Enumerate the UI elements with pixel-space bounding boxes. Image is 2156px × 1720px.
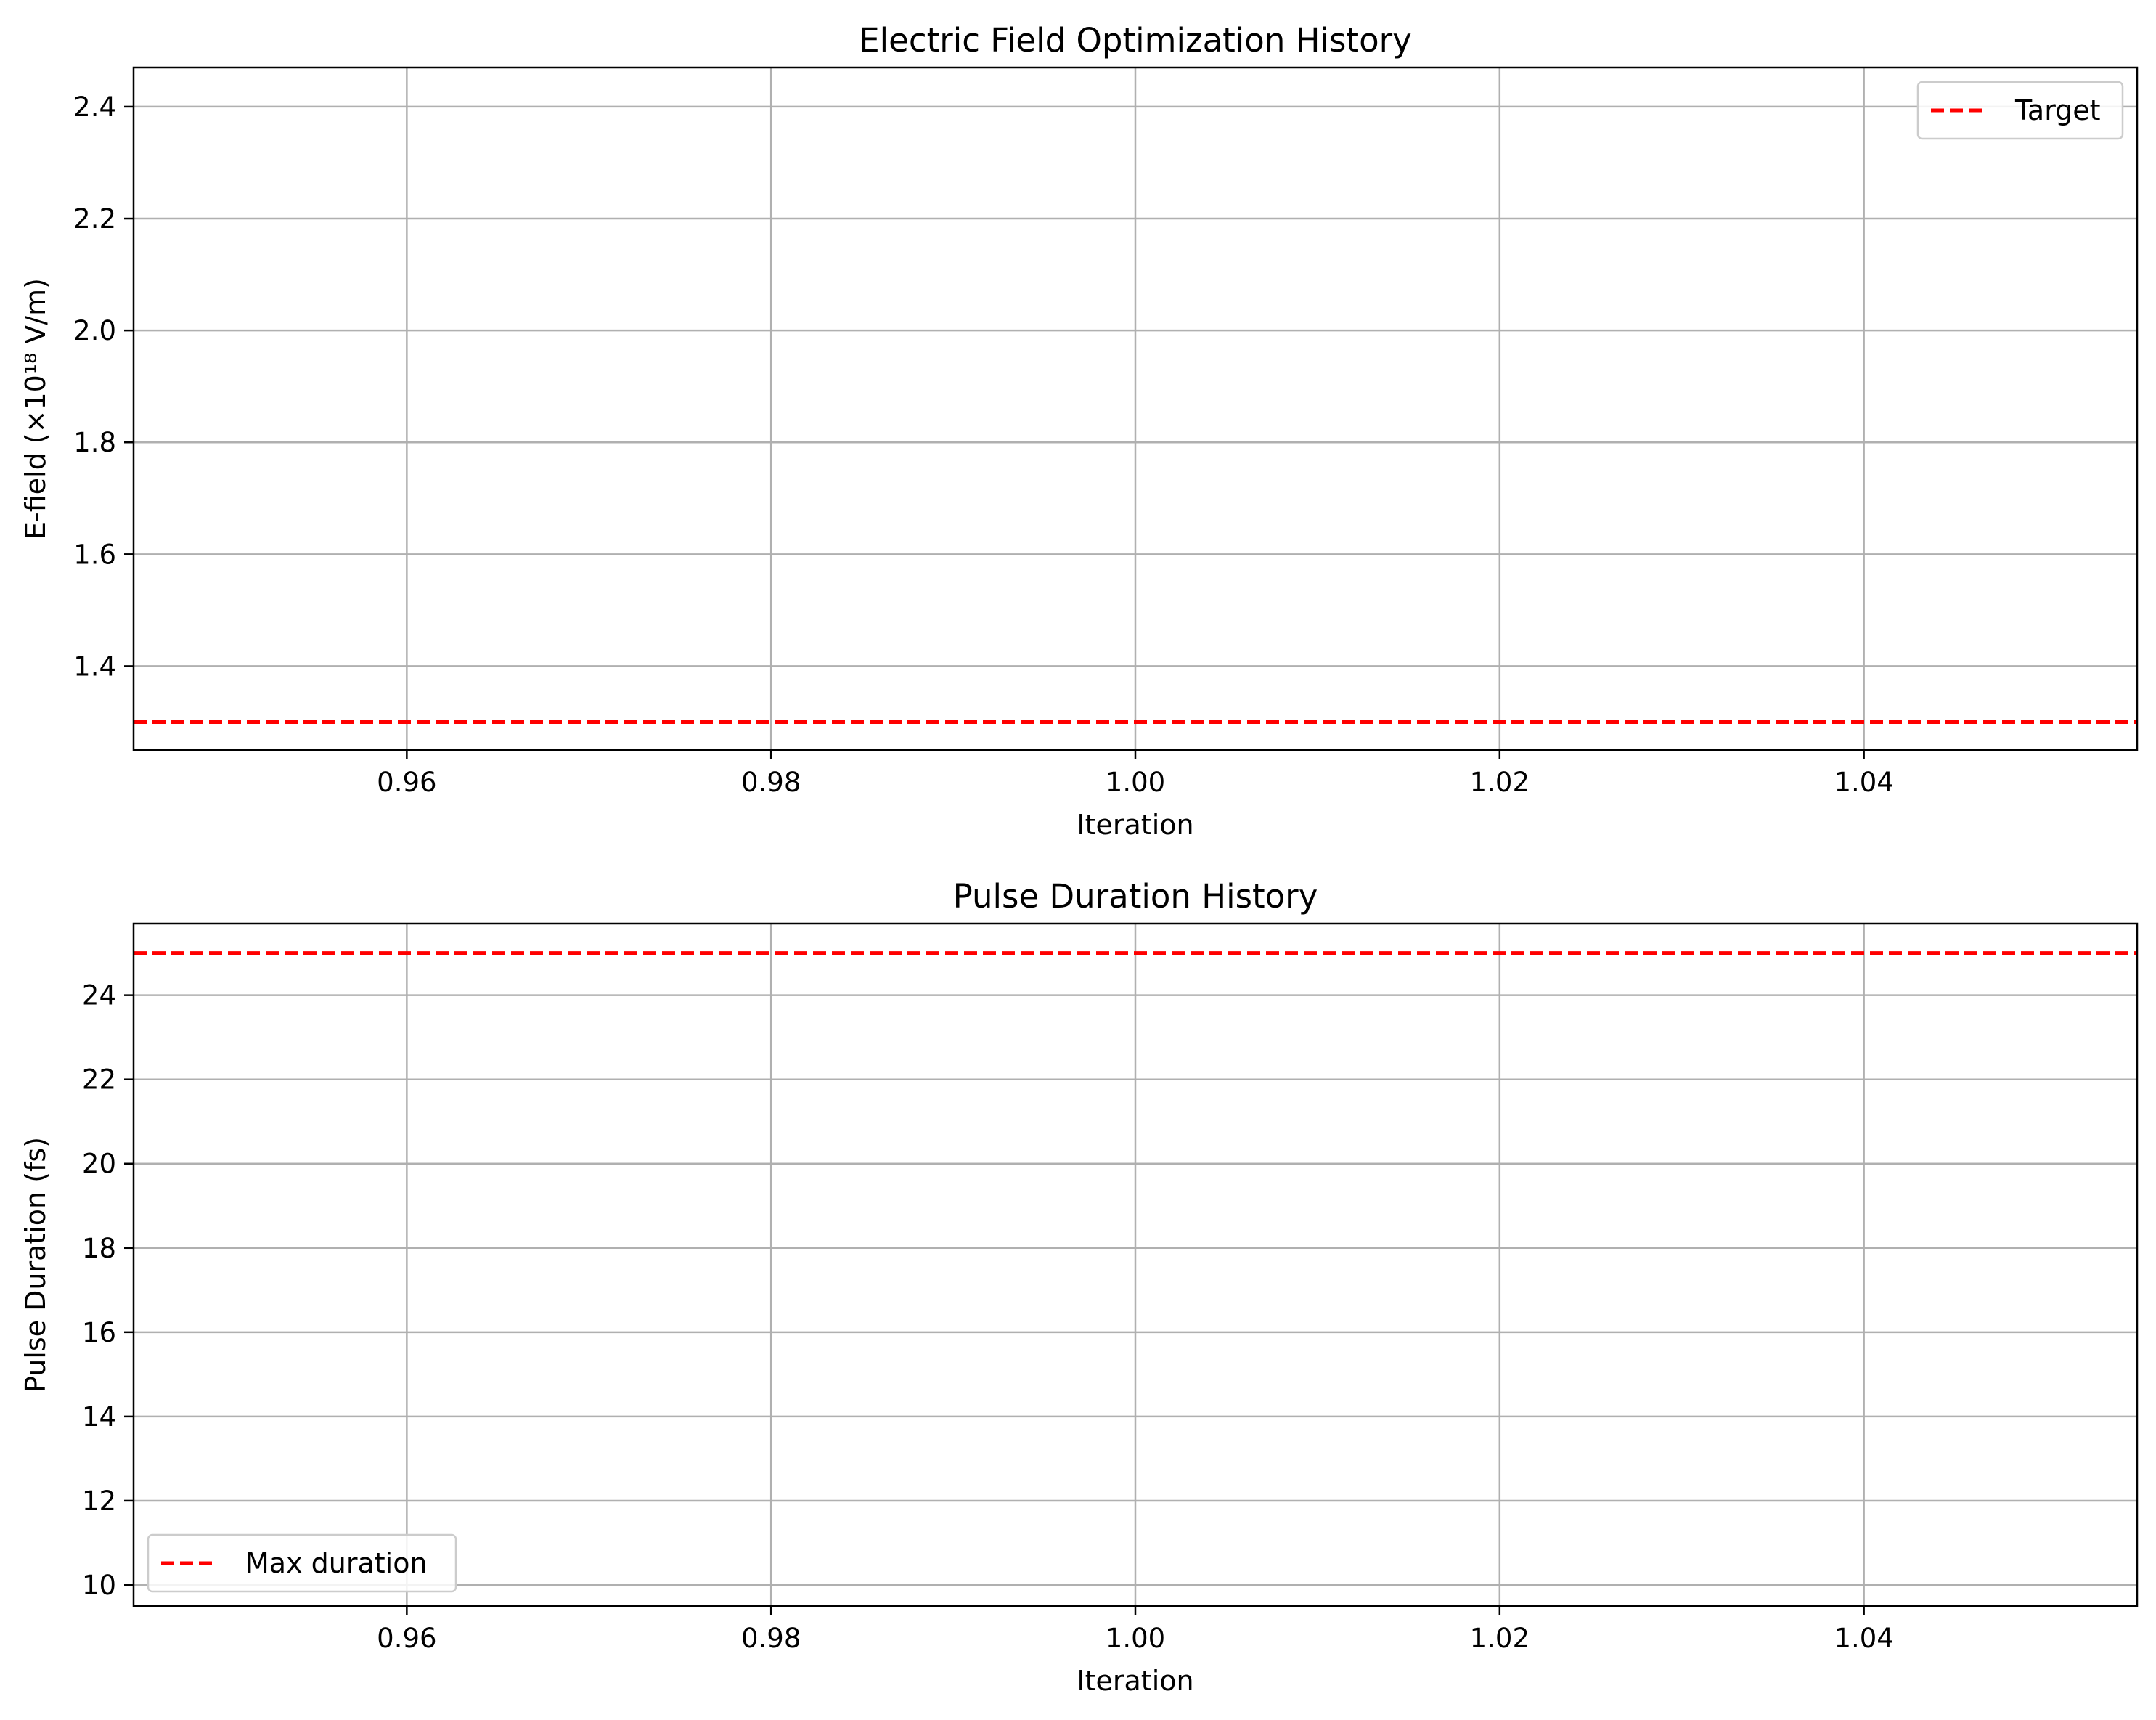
chart-1-x-tick-label: 1.02: [1470, 1623, 1530, 1654]
chart-1-y-tick-label: 20: [82, 1149, 116, 1180]
chart-0-y-tick-label: 2.2: [73, 203, 116, 235]
chart-0-y-tick-label: 1.4: [73, 651, 116, 682]
chart-0-y-tick-label: 2.0: [73, 315, 116, 346]
chart-0-y-tick-label: 1.6: [73, 539, 116, 570]
chart-1-y-tick-label: 10: [82, 1570, 116, 1601]
chart-0-x-tick-label: 0.98: [741, 767, 801, 798]
chart-0-x-tick-label: 0.96: [377, 767, 436, 798]
chart-1-x-axis-label: Iteration: [1077, 1665, 1193, 1697]
subplot-pulse-duration: 0.96 0.98 1.00 1.02 1.04 10 12 14 16 18 20 22 24 Puls…: [20, 877, 2139, 1697]
chart-0-y-axis-label: E-field (×10¹⁸ V/m): [20, 278, 52, 539]
chart-1-y-tick-label: 12: [82, 1485, 116, 1517]
chart-1-x-tick-label: 0.98: [741, 1623, 801, 1654]
chart-0-x-tick-label: 1.02: [1470, 767, 1530, 798]
subplot-electric-field: 0.96 0.98 1.00 1.02 1.04 1.4 1.6 1.8 2.0 2.2 2.4 El…: [20, 21, 2139, 841]
chart-0-legend-label: Target: [2014, 94, 2101, 126]
chart-0-x-axis-label: Iteration: [1077, 809, 1193, 841]
chart-1-y-tick-label: 16: [82, 1317, 116, 1348]
chart-1-legend-box: [147, 1533, 457, 1593]
chart-1-x-tick-label: 1.00: [1106, 1623, 1165, 1654]
chart-0-y-tick-label: 1.8: [73, 427, 116, 458]
chart-1-title: Pulse Duration History: [953, 877, 1318, 916]
chart-0-legend-box: [1916, 81, 2124, 140]
chart-0-title: Electric Field Optimization History: [859, 21, 1411, 60]
chart-1-y-tick-label: 18: [82, 1233, 116, 1264]
chart-1-y-tick-label: 22: [82, 1064, 116, 1096]
chart-0-y-tick-label: 2.4: [73, 91, 116, 123]
chart-1-x-tick-label: 0.96: [377, 1623, 436, 1654]
chart-0-x-tick-label: 1.04: [1834, 767, 1893, 798]
chart-0-legend: Target: [1916, 81, 2124, 140]
chart-1-legend: Max duration: [147, 1533, 457, 1593]
chart-1-y-tick-label: 14: [82, 1401, 116, 1432]
chart-1-legend-label: Max duration: [245, 1547, 428, 1579]
chart-0-x-tick-label: 1.00: [1106, 767, 1165, 798]
chart-1-x-tick-label: 1.04: [1834, 1623, 1893, 1654]
chart-1-y-tick-label: 24: [82, 980, 116, 1011]
chart-1-y-axis-label: Pulse Duration (fs): [20, 1137, 52, 1393]
